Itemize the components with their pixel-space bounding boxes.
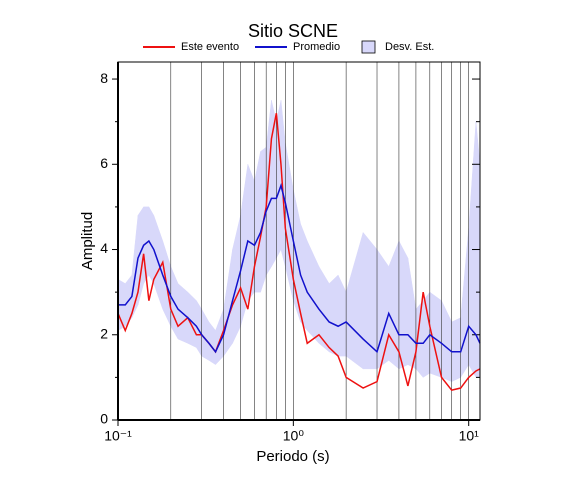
series-line [117, 113, 481, 392]
legend-label: Promedio [293, 41, 340, 53]
std-band [306, 240, 320, 344]
x-tick-label: 10⁰ [283, 428, 305, 444]
std-band [422, 291, 431, 378]
std-band [232, 215, 241, 344]
series-line [118, 183, 481, 354]
std-band [460, 228, 469, 379]
x-tick-label: 10⁻¹ [104, 428, 132, 444]
std-band [247, 164, 255, 302]
y-tick-label: 4 [100, 240, 108, 256]
std-band [328, 274, 339, 357]
y-tick-label: 8 [100, 70, 108, 86]
y-tick-label: 6 [100, 155, 108, 171]
y-tick-label: 0 [100, 411, 108, 427]
std-band [407, 258, 417, 370]
chart-title: Sitio SCNE [248, 21, 338, 41]
y-tick-label: 2 [100, 325, 108, 341]
std-band [223, 249, 233, 357]
std-band [318, 265, 330, 353]
std-band [362, 231, 378, 370]
std-band [201, 308, 210, 361]
y-axis-label: Amplitud [79, 212, 96, 270]
std-band [451, 317, 461, 383]
legend-swatch [361, 40, 376, 54]
std-band [337, 274, 347, 357]
std-band [208, 321, 216, 366]
std-band [345, 232, 364, 370]
legend-label: Este evento [181, 41, 239, 53]
std-band [254, 151, 261, 293]
legend-label: Desv. Est. [385, 41, 434, 53]
std-band [441, 300, 452, 383]
std-band [376, 248, 390, 370]
x-tick-label: 10¹ [459, 428, 480, 444]
std-band [398, 240, 409, 370]
x-axis-label: Periodo (s) [256, 448, 329, 465]
